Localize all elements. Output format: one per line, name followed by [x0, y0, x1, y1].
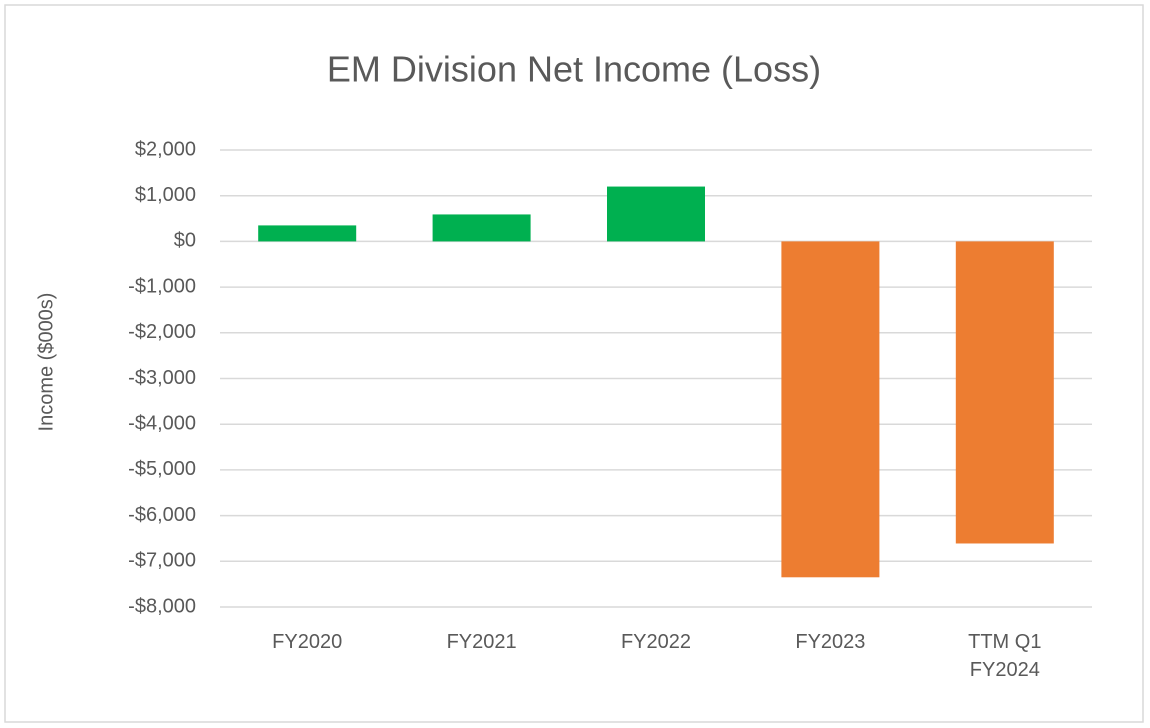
y-tick-label: $2,000	[135, 138, 196, 160]
y-tick-label: -$5,000	[128, 458, 196, 480]
x-tick-label: FY2020	[272, 631, 343, 653]
bar	[432, 214, 531, 242]
y-tick-label: $1,000	[135, 184, 196, 206]
y-axis-label: Income ($000s)	[35, 293, 57, 432]
y-tick-label: -$7,000	[128, 550, 196, 572]
x-tick-label: FY2022	[620, 631, 692, 653]
y-tick-label: -$3,000	[128, 367, 196, 389]
chart-title: EM Division Net Income (Loss)	[327, 49, 821, 90]
chart-border	[4, 4, 1144, 723]
bar	[781, 241, 880, 578]
y-tick-label: -$8,000	[128, 595, 196, 617]
y-tick-label: -$1,000	[128, 275, 196, 297]
bar	[258, 225, 357, 242]
x-tick-label: FY2023	[795, 631, 866, 653]
x-tick-label: FY2021	[446, 631, 517, 653]
bar	[955, 241, 1054, 544]
y-tick-label: $0	[174, 230, 196, 252]
bar	[607, 186, 705, 242]
y-tick-label: -$6,000	[128, 504, 196, 526]
x-tick-label: TTM Q1 FY2024	[968, 631, 1042, 681]
y-tick-label: -$2,000	[128, 321, 196, 343]
y-tick-label: -$4,000	[128, 412, 196, 434]
